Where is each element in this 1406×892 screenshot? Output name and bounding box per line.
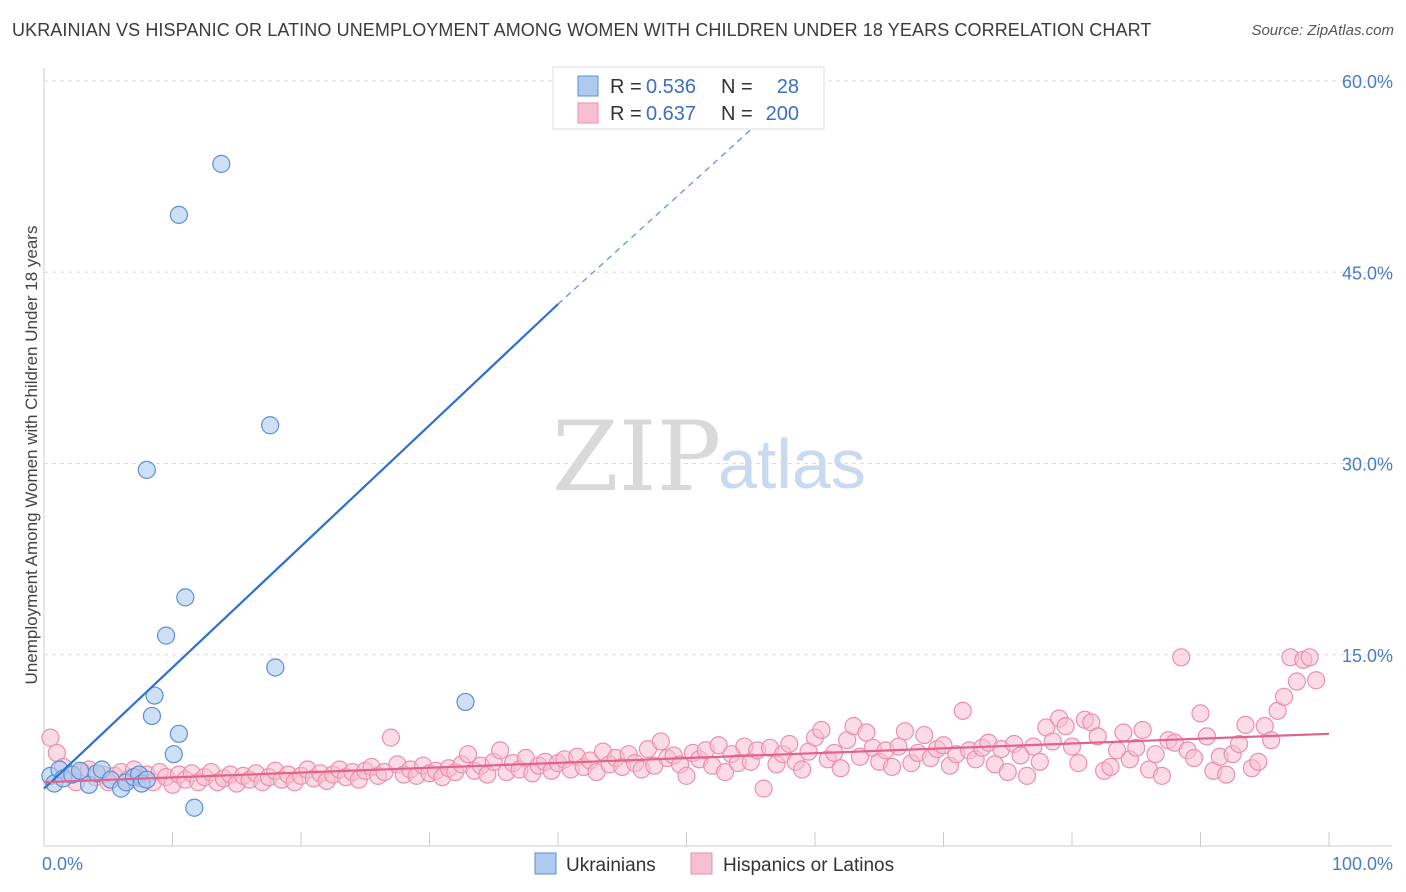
ukrainian-point xyxy=(266,658,285,677)
stats-legend-r-label-1: R = xyxy=(610,76,642,98)
hispanic-point xyxy=(1217,765,1236,784)
stats-legend-n-label-2: N = xyxy=(721,103,753,125)
hispanic-point xyxy=(1017,766,1037,785)
stats-legend: R = 0.536 N = 28 R = 0.637 N = 200 xyxy=(552,66,825,130)
hispanic-point xyxy=(780,734,799,754)
hispanic-point xyxy=(882,757,902,777)
hispanic-point xyxy=(812,720,831,740)
hispanic-point xyxy=(715,762,735,782)
hispanic-point xyxy=(709,736,728,755)
bottom-legend-label-ukrainians: Ukrainians xyxy=(566,855,656,876)
bottom-legend-swatch-ukrainians xyxy=(534,852,557,875)
ukrainian-point xyxy=(176,588,195,607)
hispanic-point xyxy=(651,732,670,751)
tick-labels: 15.0% 30.0% 45.0% 60.0% 0.0% 100.0% xyxy=(42,72,1393,874)
ukrainian-point xyxy=(456,692,475,712)
hispanic-point xyxy=(889,737,908,756)
hispanic-point xyxy=(1030,752,1049,771)
x-tick-label-min: 0.0% xyxy=(42,854,83,874)
watermark-atlas: atlas xyxy=(718,425,866,503)
hispanic-point xyxy=(895,722,915,741)
hispanic-point xyxy=(1172,648,1191,667)
hispanics-trend-line xyxy=(43,732,1330,784)
hispanic-point xyxy=(1062,737,1082,756)
hispanic-point xyxy=(1307,671,1326,690)
y-tick-label: 60.0% xyxy=(1342,72,1393,92)
hispanic-point xyxy=(1011,746,1030,765)
ukrainian-point xyxy=(169,205,189,224)
hispanic-point xyxy=(458,745,478,764)
ukrainian-point xyxy=(169,724,189,743)
hispanic-point xyxy=(41,728,60,747)
hispanic-point xyxy=(1229,734,1249,754)
ukrainian-point xyxy=(164,745,183,764)
hispanic-point xyxy=(1056,717,1075,736)
y-tick-label: 30.0% xyxy=(1342,455,1393,475)
ukrainians-trend-line xyxy=(43,303,559,790)
hispanic-point xyxy=(1184,748,1204,768)
hispanic-point xyxy=(1249,752,1268,771)
y-axis-title: Unemployment Among Women with Children U… xyxy=(22,226,41,685)
hispanic-point xyxy=(915,725,934,745)
trend-lines xyxy=(43,106,1330,790)
ukrainian-point xyxy=(137,770,156,789)
chart-title: UKRAINIAN VS HISPANIC OR LATINO UNEMPLOY… xyxy=(12,20,1152,40)
hispanic-point xyxy=(677,766,696,785)
hispanic-point xyxy=(1101,757,1120,777)
x-tick-label-max: 100.0% xyxy=(1332,854,1393,874)
hispanic-point xyxy=(998,762,1017,782)
stats-legend-n-label-1: N = xyxy=(721,76,753,98)
hispanic-point xyxy=(1262,731,1281,750)
hispanic-point xyxy=(1287,672,1306,691)
hispanic-point xyxy=(953,701,972,720)
hispanic-point xyxy=(1236,715,1255,734)
hispanic-point xyxy=(1088,727,1107,746)
ukrainian-point xyxy=(137,460,156,479)
hispanic-point xyxy=(857,723,876,742)
hispanic-point xyxy=(1274,687,1294,706)
axis-layer xyxy=(43,68,1392,847)
hispanic-point xyxy=(754,779,773,798)
y-tick-label: 45.0% xyxy=(1342,263,1393,283)
hispanic-point xyxy=(1069,754,1088,773)
hispanic-point xyxy=(1114,723,1133,742)
stats-legend-r-value-1: 0.536 xyxy=(646,76,696,98)
ukrainian-point xyxy=(212,154,231,173)
hispanic-point xyxy=(1300,648,1319,667)
y-tick-label: 15.0% xyxy=(1342,646,1393,666)
hispanic-point xyxy=(381,728,401,747)
stats-legend-n-value-2: 200 xyxy=(766,103,799,125)
hispanic-point xyxy=(793,760,812,779)
hispanic-point xyxy=(491,741,510,760)
ukrainians-points xyxy=(41,154,475,817)
bottom-legend-swatch-hispanics xyxy=(690,852,713,875)
hispanic-point xyxy=(1024,737,1043,756)
chart-source: Source: ZipAtlas.com xyxy=(1251,22,1394,39)
stats-legend-swatch-hispanics xyxy=(577,102,599,124)
stats-legend-r-label-2: R = xyxy=(610,103,642,125)
hispanic-point xyxy=(831,759,850,778)
stats-legend-n-value-1: 28 xyxy=(777,76,799,98)
ukrainian-point xyxy=(185,798,204,817)
hispanic-point xyxy=(1152,766,1172,785)
ukrainian-point xyxy=(261,416,280,435)
watermark-zip: ZIP xyxy=(552,401,721,513)
ukrainians-trend-extension xyxy=(557,106,777,305)
hispanic-point xyxy=(1191,704,1210,723)
ukrainian-point xyxy=(145,686,164,705)
stats-legend-swatch-ukrainians xyxy=(577,75,599,97)
bottom-legend: Ukrainians Hispanics or Latinos xyxy=(534,852,894,876)
hispanic-point xyxy=(1043,732,1062,751)
hispanic-point xyxy=(1133,720,1152,740)
hispanic-point xyxy=(1197,727,1217,746)
hispanic-point xyxy=(1146,745,1165,764)
bottom-legend-label-hispanics: Hispanics or Latinos xyxy=(723,855,894,876)
ukrainian-point xyxy=(156,626,176,645)
stats-legend-r-value-2: 0.637 xyxy=(646,103,696,125)
hispanic-point xyxy=(1127,738,1146,757)
grid-layer xyxy=(44,80,1392,656)
ukrainian-point xyxy=(142,706,162,726)
